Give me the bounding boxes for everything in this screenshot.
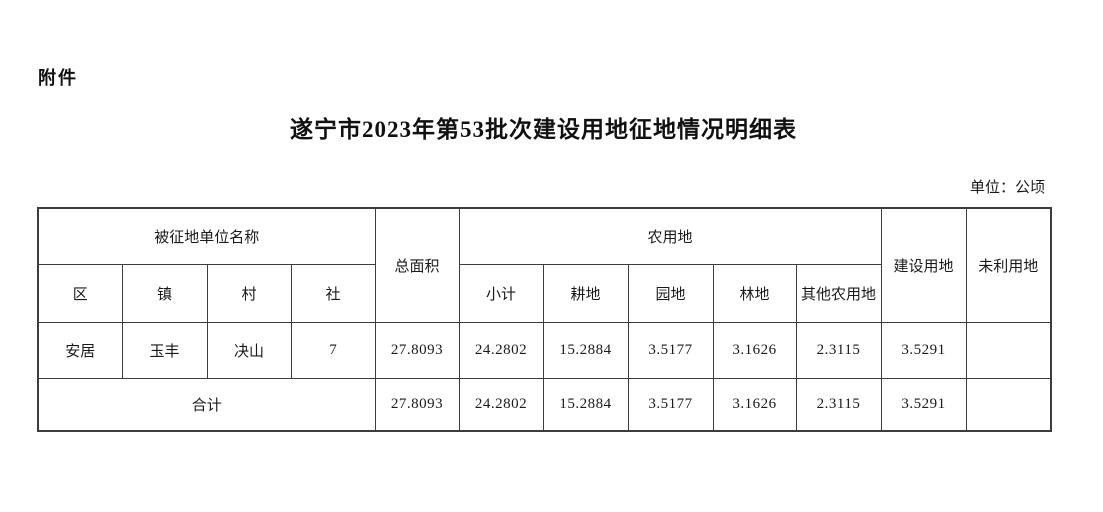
header-agri-subtotal: 小计 [458,263,544,323]
total-construction: 3.5291 [880,377,967,432]
header-district: 区 [37,263,123,323]
unit-note: 单位：公顷 [969,180,1045,196]
total-forest: 3.1626 [712,377,797,432]
total-total-area: 27.8093 [374,377,460,432]
total-label: 合计 [37,377,376,432]
header-community: 社 [290,263,376,323]
table-row: 安居 玉丰 决山 7 27.8093 24.2802 15.2884 3.517… [37,321,1052,379]
total-agri-subtotal: 24.2802 [458,377,544,432]
header-cultivated-land: 耕地 [542,263,629,323]
cell-garden: 3.5177 [627,321,714,379]
cell-forest: 3.1626 [712,321,797,379]
cell-town: 玉丰 [121,321,208,379]
total-other-agri: 2.3115 [795,377,882,432]
total-unused [965,377,1052,432]
land-acquisition-table: 被征地单位名称 总面积 农用地 建设用地 未利用地 区 镇 村 社 小计 耕地 … [37,207,1053,432]
header-agricultural-group: 农用地 [458,207,882,265]
total-cultivated: 15.2884 [542,377,629,432]
header-total-area: 总面积 [374,207,460,323]
header-town: 镇 [121,263,208,323]
total-row: 合计 27.8093 24.2802 15.2884 3.5177 3.1626… [37,377,1052,432]
cell-other-agri: 2.3115 [795,321,882,379]
cell-community: 7 [290,321,376,379]
cell-construction: 3.5291 [880,321,967,379]
header-row-sub: 区 镇 村 社 小计 耕地 园地 林地 其他农用地 [37,263,1051,323]
cell-district: 安居 [37,321,123,379]
attachment-label: 附件 [38,68,78,88]
header-village: 村 [206,263,292,323]
header-row-group: 被征地单位名称 总面积 农用地 建设用地 未利用地 [37,207,1052,323]
header-garden-land: 园地 [627,263,714,323]
header-forest-land: 林地 [712,263,797,323]
header-unit-group: 被征地单位名称 [37,207,376,265]
page-title: 遂宁市2023年第53批次建设用地征地情况明细表 [290,117,797,142]
total-garden: 3.5177 [627,377,714,432]
cell-unused [965,321,1052,379]
cell-agri-subtotal: 24.2802 [458,321,544,379]
cell-village: 决山 [206,321,292,379]
header-construction-land: 建设用地 [880,207,967,323]
cell-cultivated: 15.2884 [542,321,629,379]
header-other-agri-land: 其他农用地 [795,263,882,323]
cell-total-area: 27.8093 [374,321,460,379]
header-unused-land: 未利用地 [965,207,1052,323]
